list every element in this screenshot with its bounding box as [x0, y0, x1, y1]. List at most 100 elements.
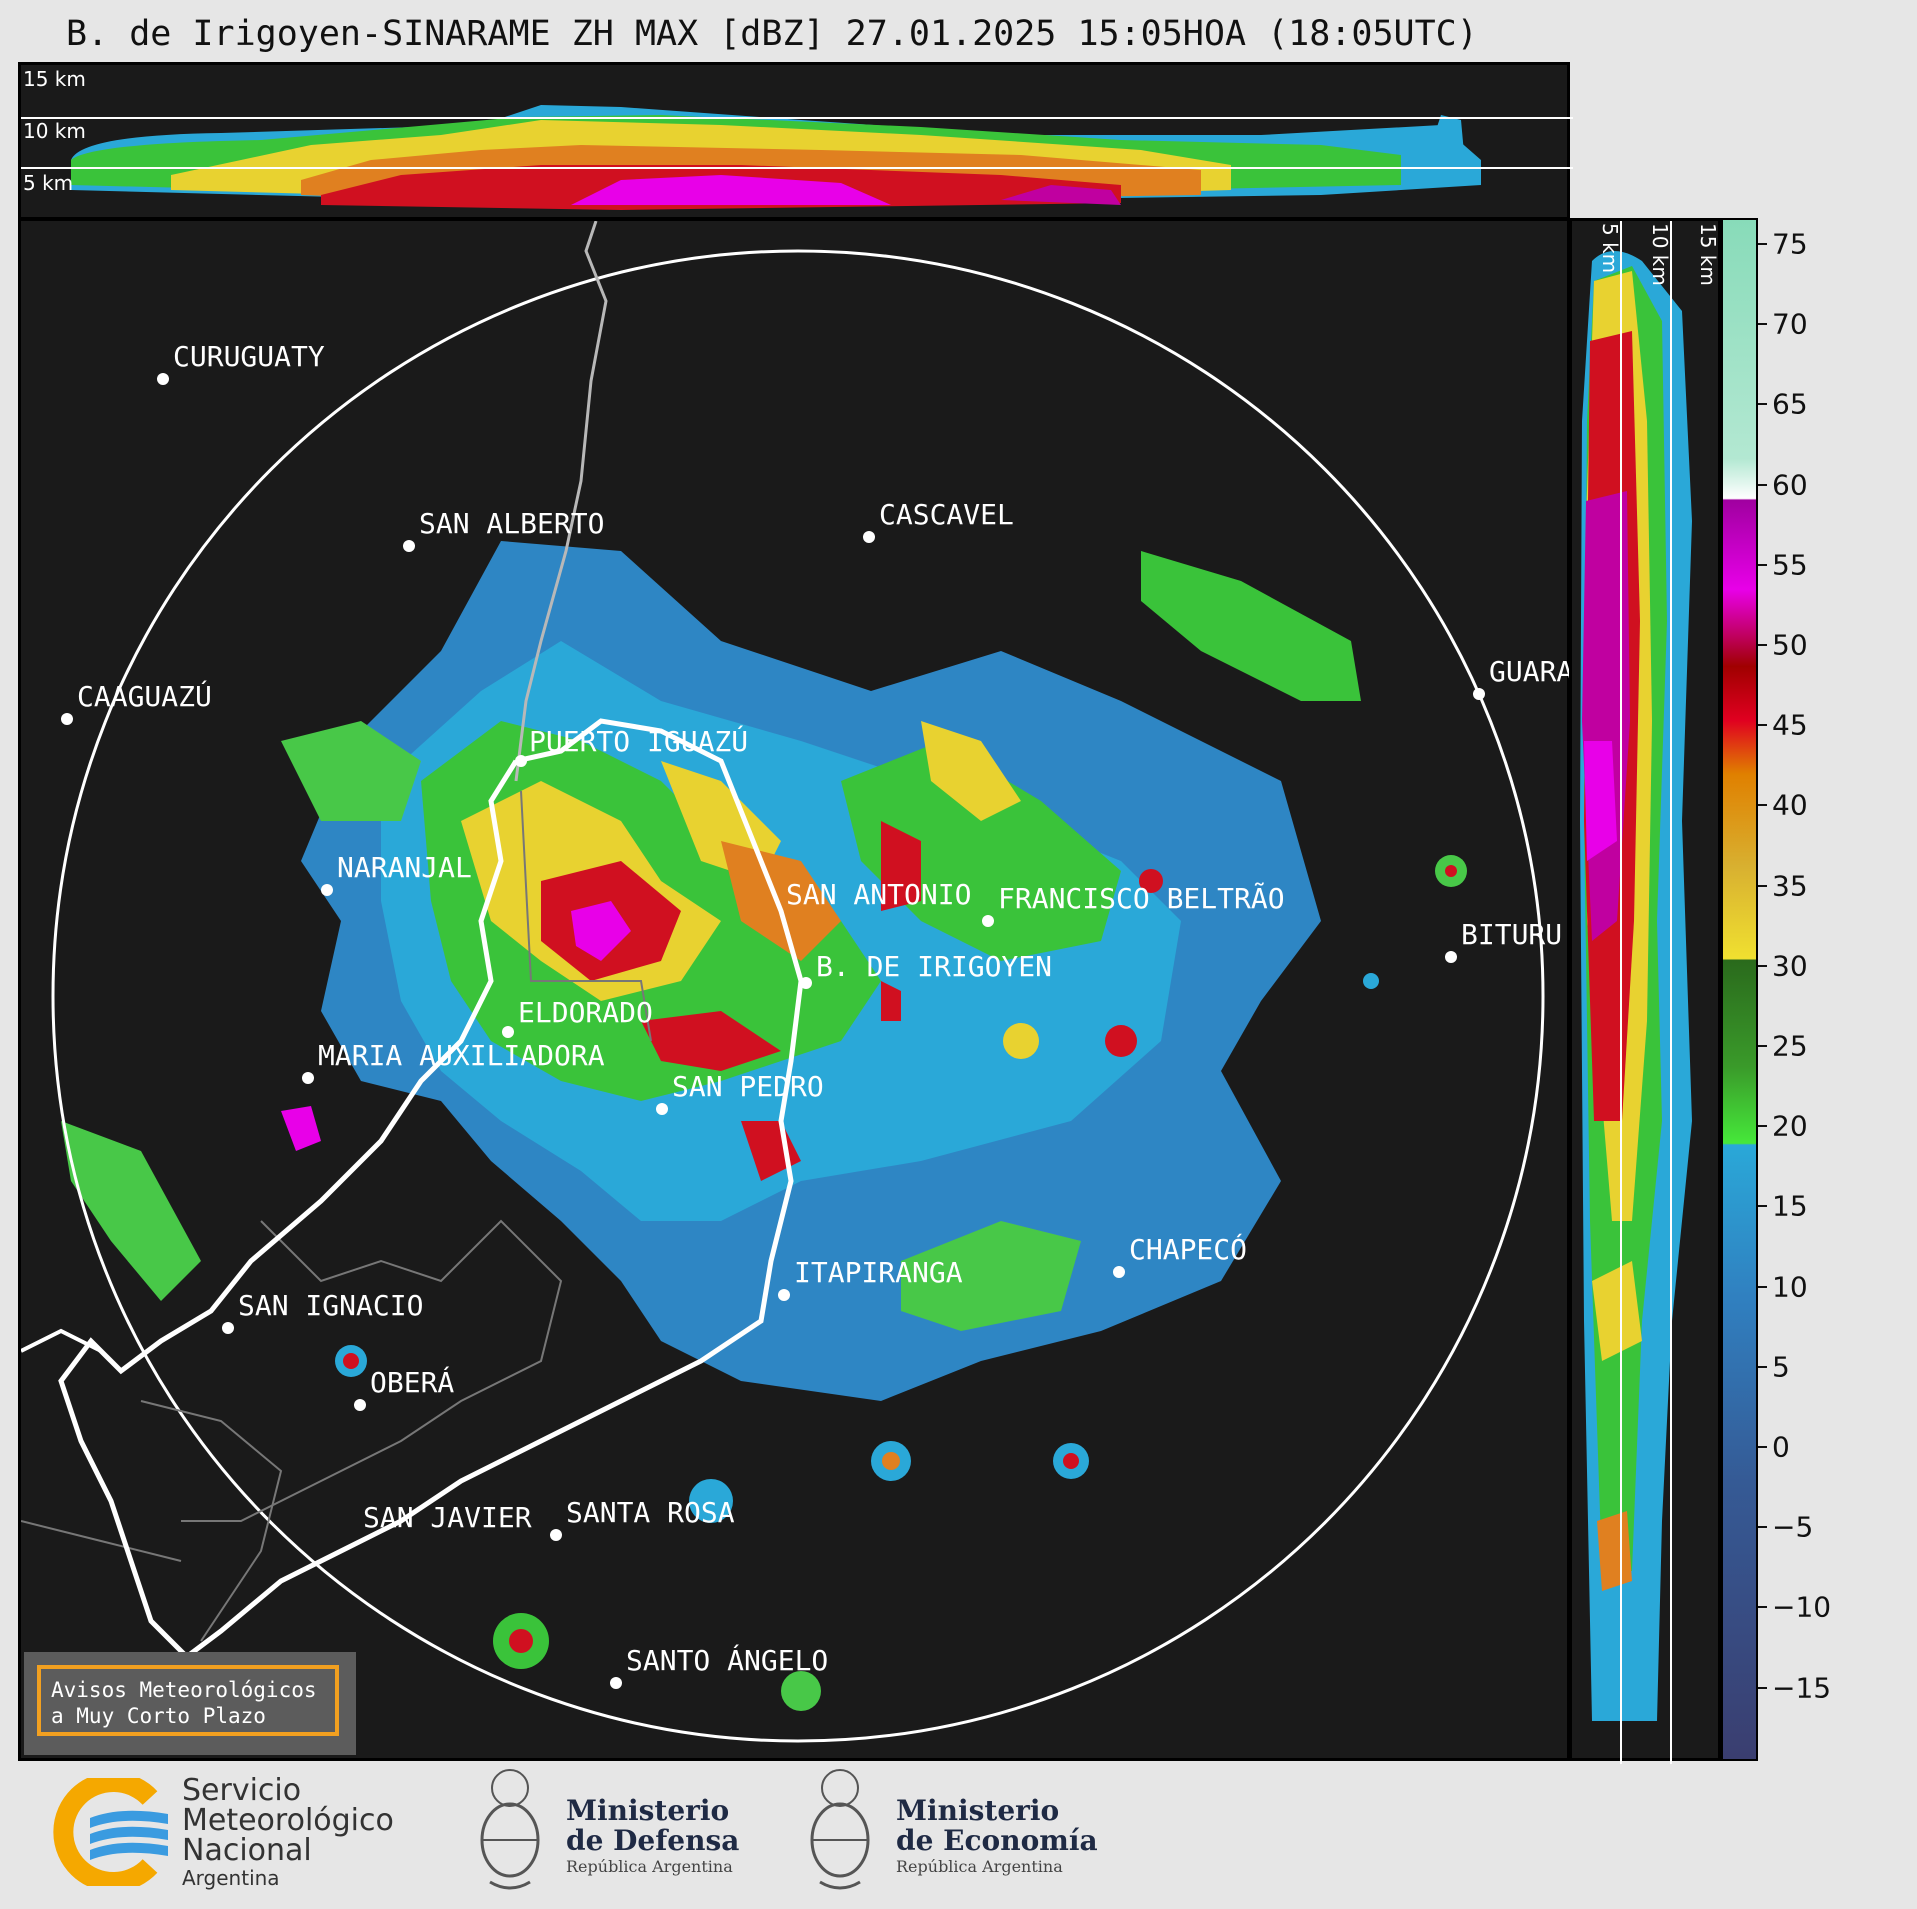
colorbar-tick-label: 50 [1772, 628, 1808, 662]
top-cross-section-panel: 15 km 10 km 5 km [18, 62, 1573, 220]
city-marker-san-ignacio [222, 1322, 234, 1334]
city-marker-b-de-irigoyen [800, 977, 812, 989]
height-line-10km [21, 117, 1573, 119]
argentina-coat-of-arms-icon [470, 1762, 550, 1898]
colorbar-tick-label: 5 [1772, 1350, 1790, 1384]
city-marker-bituru [1445, 951, 1457, 963]
right-height-label-10km: 10 km [1648, 223, 1672, 286]
right-cross-section-echoes [1580, 251, 1692, 1721]
colorbar-tick-label: −15 [1772, 1671, 1832, 1705]
economia-line-2: de Economía [896, 1824, 1098, 1857]
city-label-guara: GUARA [1489, 655, 1574, 688]
colorbar-tick-mark [1758, 1365, 1767, 1368]
smn-name-line-3: Nacional [182, 1833, 312, 1868]
height-line-5km [21, 167, 1573, 169]
colorbar-tick-mark [1758, 243, 1767, 245]
colorbar-tick-label: 45 [1772, 708, 1808, 742]
colorbar-tick-mark [1758, 1686, 1767, 1689]
right-height-label-15km: 15 km [1696, 223, 1720, 286]
colorbar-tick-label: 25 [1772, 1029, 1808, 1063]
colorbar-tick-label: −5 [1772, 1510, 1814, 1544]
warning-line-2: a Muy Corto Plazo [51, 1704, 266, 1728]
city-marker-cascavel [863, 531, 875, 543]
defensa-line-3: República Argentina [566, 1857, 733, 1876]
city-label-itapiranga: ITAPIRANGA [794, 1256, 963, 1289]
radar-map-panel: CURUGUATY SAN ALBERTO CASCAVEL CAAGUAZÚ … [18, 218, 1574, 1761]
colorbar-tick-label: 30 [1772, 949, 1808, 983]
defensa-line-1: Ministerio [566, 1794, 730, 1827]
colorbar-tick-label: 0 [1772, 1430, 1790, 1464]
argentina-coat-of-arms-icon [800, 1762, 880, 1898]
colorbar-tick-mark [1758, 483, 1767, 486]
city-marker-obera [354, 1399, 366, 1411]
height-label-5km: 5 km [23, 171, 74, 195]
colorbar-tick-label: 15 [1772, 1189, 1808, 1223]
city-label-maria-auxiliadora: MARIA AUXILIADORA [318, 1039, 605, 1072]
city-label-curuguaty: CURUGUATY [173, 340, 325, 373]
city-marker-puerto-iguazu [515, 755, 527, 767]
city-marker-itapiranga [778, 1289, 790, 1301]
city-marker-santo-angelo [610, 1677, 622, 1689]
city-label-francisco-beltrao: FRANCISCO BELTRÃO [998, 882, 1285, 915]
colorbar-tick-mark [1758, 1125, 1767, 1128]
colorbar-tick-label: 20 [1772, 1109, 1808, 1143]
colorbar-tick-mark [1758, 1606, 1767, 1609]
city-marker-guara [1473, 688, 1485, 700]
economia-logo-text: Ministerio de Economía República Argenti… [896, 1796, 1098, 1878]
colorbar-tick-label: 35 [1772, 869, 1808, 903]
warning-box[interactable]: Avisos Meteorológicos a Muy Corto Plazo [24, 1652, 356, 1755]
colorbar-tick-mark [1758, 403, 1767, 406]
colorbar-tick-mark [1758, 1526, 1767, 1529]
city-label-san-javier: SAN JAVIER [363, 1501, 532, 1534]
city-label-san-pedro: SAN PEDRO [672, 1070, 824, 1103]
colorbar-tick-mark [1758, 1205, 1767, 1208]
city-label-cascavel: CASCAVEL [879, 498, 1014, 531]
city-label-caaguazu: CAAGUAZÚ [77, 680, 212, 713]
city-marker-san-alberto [403, 540, 415, 552]
dbz-colorbar [1721, 218, 1758, 1761]
warning-box-frame: Avisos Meteorológicos a Muy Corto Plazo [37, 1665, 339, 1736]
smn-logo-icon [50, 1772, 170, 1892]
city-label-b-de-irigoyen: B. DE IRIGOYEN [816, 950, 1053, 983]
colorbar-tick-mark [1758, 644, 1767, 646]
colorbar-tick-label: 10 [1772, 1270, 1808, 1304]
colorbar-tick-label: 65 [1772, 387, 1808, 421]
city-label-santo-angelo: SANTO ÁNGELO [626, 1644, 829, 1677]
defensa-logo-text: Ministerio de Defensa República Argentin… [566, 1796, 739, 1878]
top-cross-section-echoes [71, 105, 1481, 210]
colorbar-tick-mark [1758, 1285, 1767, 1288]
height-line-10km-vertical [1670, 221, 1672, 1764]
colorbar-tick-mark [1758, 563, 1767, 566]
city-label-puerto-iguazu: PUERTO IGUAZÚ [529, 725, 749, 758]
radar-echo-layer [21, 221, 1545, 1743]
city-marker-maria-auxiliadora [302, 1072, 314, 1084]
city-label-san-ignacio: SAN IGNACIO [238, 1289, 424, 1322]
colorbar-tick-label: 60 [1772, 468, 1808, 502]
city-label-obera: OBERÁ [370, 1366, 455, 1399]
right-cross-section-panel: 5 km 10 km 15 km [1569, 218, 1721, 1764]
city-marker-naranjal [321, 884, 333, 896]
colorbar-tick-label: −10 [1772, 1590, 1832, 1624]
warning-line-1: Avisos Meteorológicos [51, 1678, 317, 1702]
city-label-san-antonio: SAN ANTONIO [786, 878, 972, 911]
colorbar-tick-mark [1758, 724, 1767, 727]
smn-name-line-1: Servicio [182, 1773, 302, 1808]
economia-line-1: Ministerio [896, 1794, 1060, 1827]
economia-line-3: República Argentina [896, 1857, 1063, 1876]
colorbar-tick-label: 55 [1772, 548, 1808, 582]
height-label-15km: 15 km [23, 67, 86, 91]
smn-logo-text: Servicio Meteorológico Nacional Argentin… [182, 1773, 394, 1891]
colorbar-tick-label: 70 [1772, 307, 1808, 341]
city-label-san-alberto: SAN ALBERTO [419, 507, 605, 540]
colorbar-tick-label: 75 [1772, 227, 1808, 261]
city-marker-caaguazu [61, 713, 73, 725]
colorbar-tick-mark [1758, 323, 1767, 326]
defensa-line-2: de Defensa [566, 1824, 740, 1857]
colorbar-tick-mark [1758, 804, 1767, 807]
colorbar-tick-mark [1758, 1045, 1767, 1047]
city-label-santa-rosa: SANTA ROSA [566, 1496, 735, 1529]
colorbar-tick-label: 40 [1772, 788, 1808, 822]
height-label-10km: 10 km [23, 119, 86, 143]
city-marker-curuguaty [157, 373, 169, 385]
colorbar-tick-mark [1758, 964, 1767, 967]
